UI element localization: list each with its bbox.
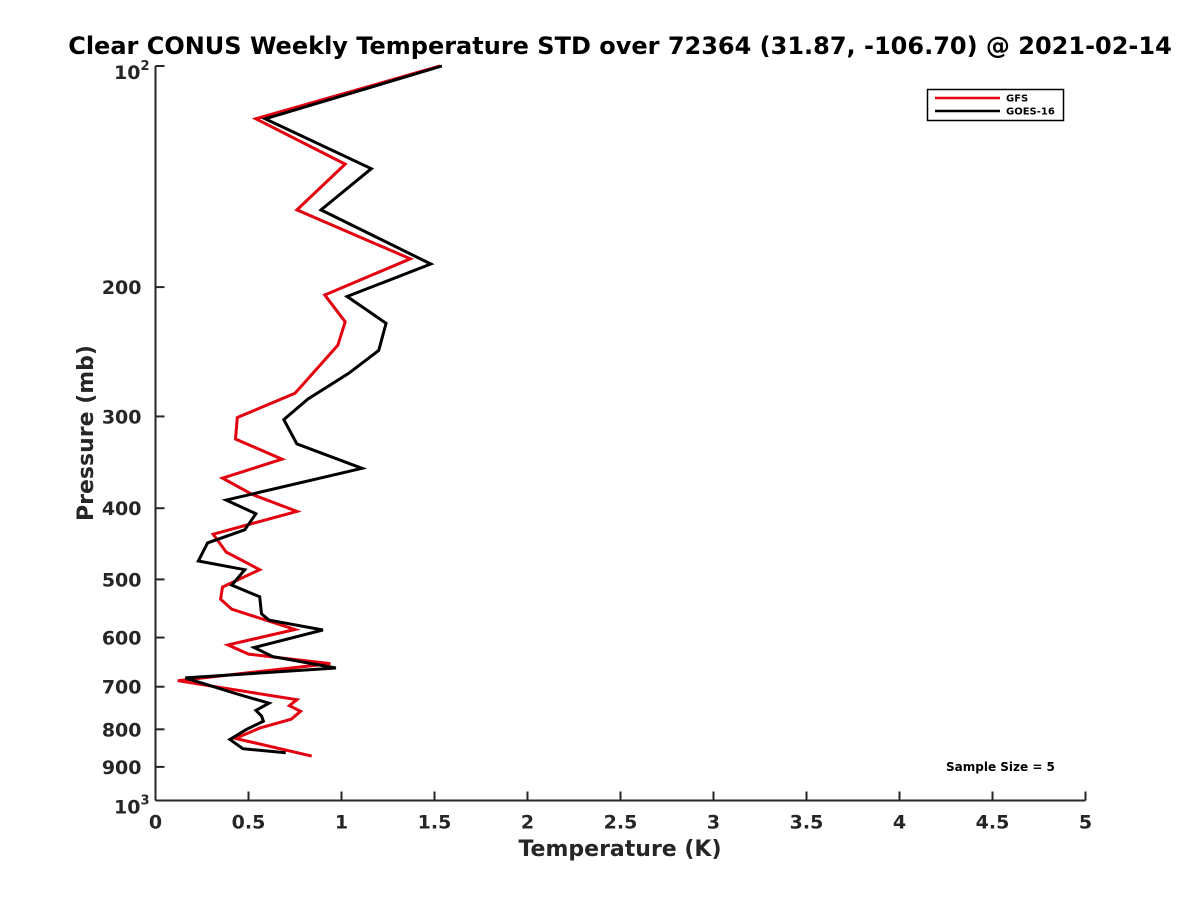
legend-label-gfs: GFS [1006, 94, 1028, 105]
y-tick-label: 700 [102, 677, 142, 699]
y-tick-label: 600 [102, 628, 142, 650]
x-tick-label: 2 [521, 812, 534, 834]
x-tick-label: 1 [335, 812, 348, 834]
legend-box [926, 88, 1065, 122]
y-tick-label: 300 [102, 406, 142, 428]
plot-area [177, 64, 443, 758]
legend-label-goes16: GOES-16 [1006, 107, 1055, 118]
x-tick-label: 5 [1079, 812, 1092, 834]
series-line-gfs [177, 64, 441, 758]
x-axis-label: Temperature (K) [518, 837, 721, 862]
x-tick-label: 2.5 [604, 812, 638, 834]
y-tick-label: 102 [114, 59, 150, 84]
y-tick-label: 800 [102, 719, 142, 741]
x-axis-ticks: 0 0.5 1 1.5 2 2.5 3 3.5 4 4.5 5 [149, 791, 1092, 834]
y-tick-label: 900 [102, 757, 142, 779]
y-axis-label: Pressure (mb) [74, 345, 99, 521]
y-axis-ticks: 102 200 300 400 500 600 700 800 900 103 [102, 59, 165, 819]
sample-size-annotation: Sample Size = 5 [946, 760, 1055, 774]
y-tick-label: 500 [102, 569, 142, 591]
x-tick-label: 3.5 [790, 812, 824, 834]
x-tick-label: 4.5 [976, 812, 1010, 834]
x-tick-label: 4 [893, 812, 906, 834]
x-tick-label: 3 [707, 812, 720, 834]
series-line-goes16 [184, 64, 443, 755]
chart-title: Clear CONUS Weekly Temperature STD over … [68, 32, 1172, 60]
legend: GFS GOES-16 [926, 88, 1065, 122]
x-tick-label: 0.5 [232, 812, 266, 834]
x-tick-label: 1.5 [418, 812, 452, 834]
y-tick-label: 400 [102, 498, 142, 520]
x-tick-label: 0 [149, 812, 162, 834]
y-tick-label: 200 [102, 277, 142, 299]
y-tick-label: 103 [114, 794, 150, 819]
